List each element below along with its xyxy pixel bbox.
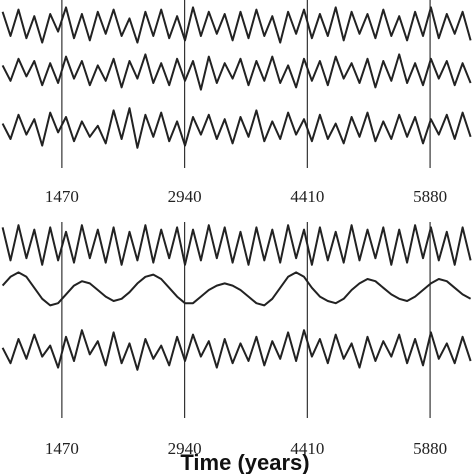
trace (1, 53, 472, 91)
x-tick-label: 4410 (290, 439, 324, 458)
x-tick-label: 5880 (413, 187, 447, 206)
trace (1, 329, 472, 371)
trace (1, 107, 472, 149)
x-tick-label: 1470 (45, 187, 79, 206)
trace (1, 271, 472, 307)
x-tick-label: 2940 (168, 187, 202, 206)
x-tick-label: 1470 (45, 439, 79, 458)
x-tick-label: 2940 (168, 439, 202, 458)
x-tick-label: 4410 (290, 187, 324, 206)
x-axis-label: Time (years) (180, 450, 309, 474)
x-tick-label: 5880 (413, 439, 447, 458)
trace (1, 6, 472, 44)
trace (1, 224, 472, 266)
